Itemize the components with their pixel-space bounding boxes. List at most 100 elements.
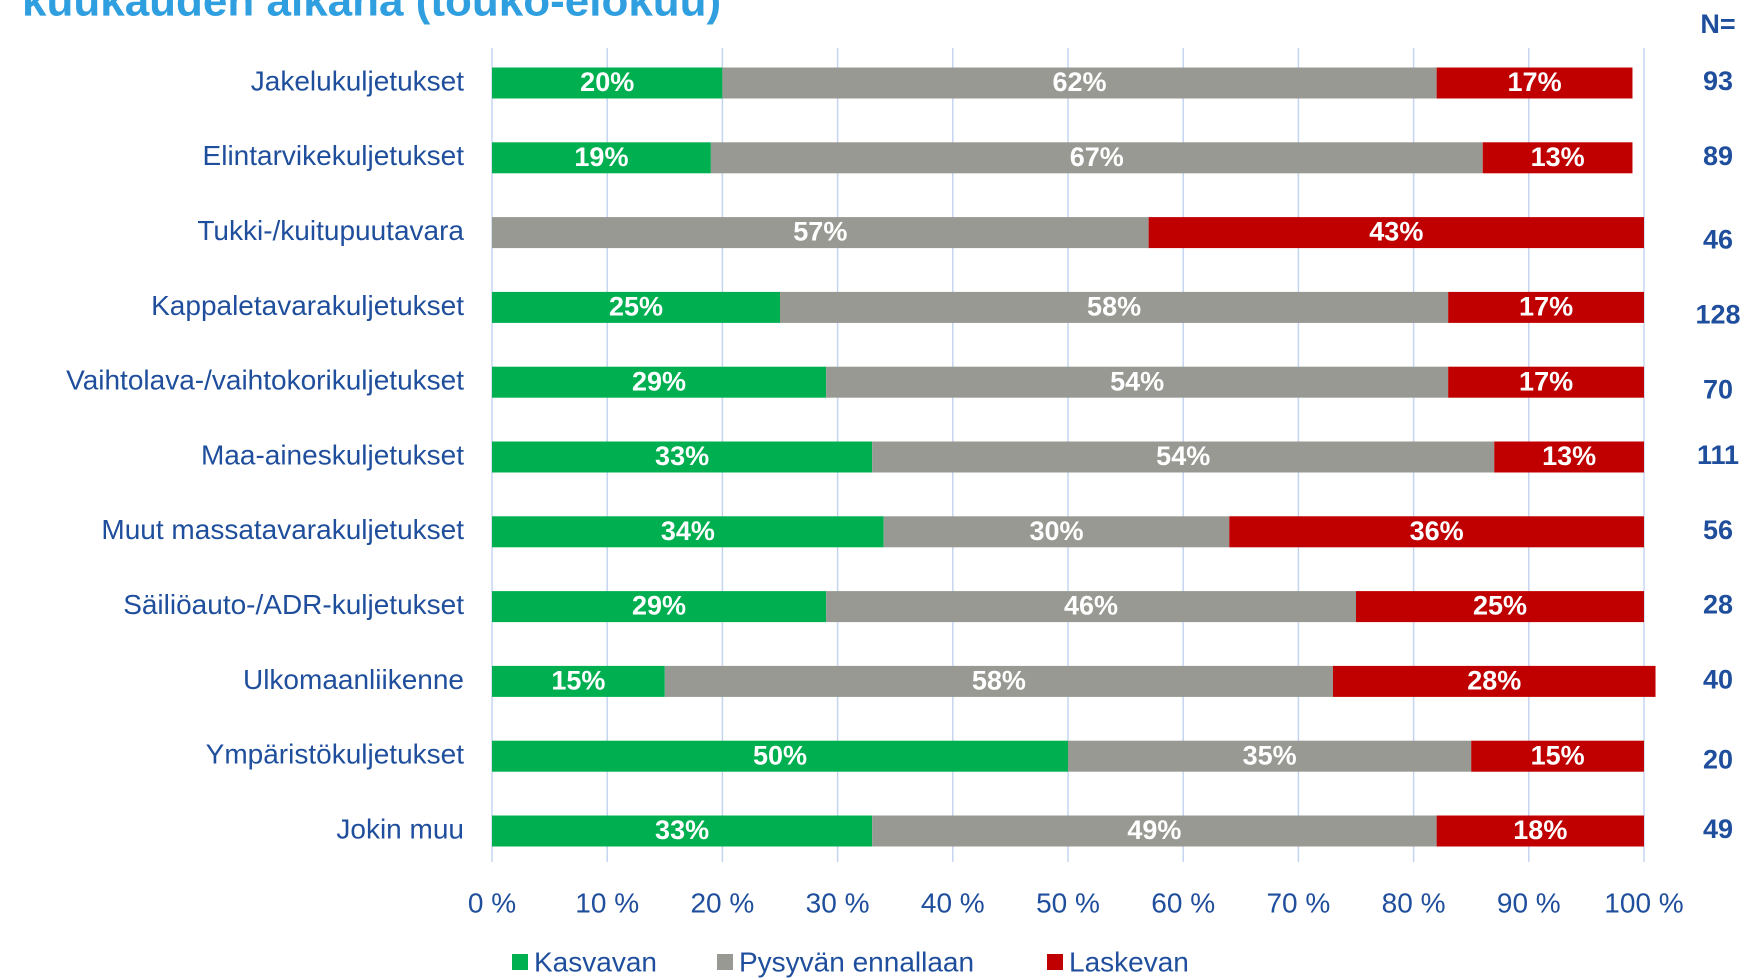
bar-segment: [492, 366, 827, 398]
data-label: 36%: [1410, 516, 1464, 546]
category-label: Ympäristökuljetukset: [206, 739, 465, 770]
data-label: 33%: [655, 815, 709, 845]
category-label: Tukki-/kuitupuutavara: [197, 215, 464, 246]
data-label: 54%: [1110, 366, 1164, 396]
data-label: 29%: [632, 591, 686, 621]
bar-segment: [492, 217, 1149, 249]
bar-segment: [492, 291, 780, 323]
x-tick-label: 10 %: [575, 887, 639, 918]
bar-segment: [1436, 67, 1633, 99]
x-tick-label: 60 %: [1151, 887, 1215, 918]
bar-segment: [492, 815, 873, 847]
chart-title: kuukauden aikana (touko-elokuu): [22, 0, 721, 26]
bar-segment: [1448, 366, 1644, 398]
data-label: 28%: [1467, 666, 1521, 696]
n-value: 49: [1703, 814, 1733, 844]
n-value: 89: [1703, 141, 1733, 171]
n-header: N=: [1700, 9, 1735, 39]
bar-segment: [492, 591, 827, 623]
data-label: 18%: [1513, 815, 1567, 845]
data-label: 57%: [793, 217, 847, 247]
data-label: 17%: [1508, 67, 1562, 97]
x-tick-label: 20 %: [690, 887, 754, 918]
n-value: 28: [1703, 590, 1733, 620]
x-tick-label: 100 %: [1604, 887, 1683, 918]
data-label: 62%: [1052, 67, 1106, 97]
x-tick-label: 70 %: [1266, 887, 1330, 918]
x-tick-label: 30 %: [806, 887, 870, 918]
category-label: Elintarvikekuljetukset: [203, 140, 465, 171]
category-label: Vaihtolava-/vaihtokorikuljetukset: [66, 365, 464, 396]
data-label: 46%: [1064, 591, 1118, 621]
data-label: 17%: [1519, 366, 1573, 396]
category-label: Muut massatavarakuljetukset: [101, 514, 464, 545]
legend-swatch: [1047, 954, 1063, 970]
category-label: Jokin muu: [336, 813, 464, 844]
n-value: 70: [1703, 374, 1733, 404]
bar-segment: [872, 815, 1437, 847]
bar-segment: [492, 441, 873, 473]
bar-segment: [1229, 516, 1644, 548]
data-label: 17%: [1519, 292, 1573, 322]
legend-label: Laskevan: [1069, 946, 1189, 977]
category-label: Maa-aineskuljetukset: [201, 439, 464, 470]
bar-segment: [722, 67, 1437, 99]
n-value: 111: [1697, 440, 1739, 470]
data-label: 15%: [551, 666, 605, 696]
x-tick-label: 90 %: [1497, 887, 1561, 918]
bar-segment: [1356, 591, 1644, 623]
bar-segment: [492, 67, 723, 99]
n-value: 40: [1703, 665, 1733, 695]
bar-segment: [883, 516, 1230, 548]
n-value: 20: [1703, 744, 1733, 774]
data-label: 19%: [574, 142, 628, 172]
legend-swatch: [512, 954, 528, 970]
data-label: 58%: [1087, 292, 1141, 322]
n-value: 128: [1695, 300, 1740, 330]
data-label: 54%: [1156, 441, 1210, 471]
bar-segment: [664, 665, 1333, 697]
legend-swatch: [717, 954, 733, 970]
bar-segment: [1471, 740, 1644, 772]
legend-label: Kasvavan: [534, 946, 657, 977]
x-tick-label: 50 %: [1036, 887, 1100, 918]
bar-segment: [872, 441, 1495, 473]
category-label: Kappaletavarakuljetukset: [151, 290, 464, 321]
data-label: 13%: [1542, 441, 1596, 471]
data-label: 13%: [1531, 142, 1585, 172]
data-label: 25%: [1473, 591, 1527, 621]
data-label: 49%: [1127, 815, 1181, 845]
bar-segment: [826, 366, 1449, 398]
x-tick-label: 0 %: [468, 887, 516, 918]
data-label: 35%: [1243, 740, 1297, 770]
n-value: 46: [1703, 225, 1733, 255]
data-label: 15%: [1531, 740, 1585, 770]
bar-segment: [780, 291, 1449, 323]
data-label: 29%: [632, 366, 686, 396]
bar-segment: [492, 665, 665, 697]
category-label: Ulkomaanliikenne: [243, 664, 464, 695]
data-label: 34%: [661, 516, 715, 546]
bar-segment: [492, 516, 884, 548]
data-label: 67%: [1070, 142, 1124, 172]
bar-segment: [492, 142, 711, 174]
category-label: Jakelukuljetukset: [251, 65, 464, 96]
bar-segment: [1436, 815, 1644, 847]
data-label: 25%: [609, 292, 663, 322]
bar-segment: [1332, 665, 1656, 697]
x-tick-label: 80 %: [1382, 887, 1446, 918]
bar-segment: [1068, 740, 1472, 772]
data-label: 50%: [753, 740, 807, 770]
bar-segment: [1482, 142, 1633, 174]
x-tick-label: 40 %: [921, 887, 985, 918]
bar-segment: [710, 142, 1483, 174]
bar-segment: [1494, 441, 1644, 473]
bar-segment: [492, 740, 1068, 772]
bar-segment: [1448, 291, 1644, 323]
bar-segment: [1148, 217, 1644, 249]
n-value: 56: [1703, 515, 1733, 545]
data-label: 33%: [655, 441, 709, 471]
category-label: Säiliöauto-/ADR-kuljetukset: [123, 589, 464, 620]
data-label: 30%: [1029, 516, 1083, 546]
